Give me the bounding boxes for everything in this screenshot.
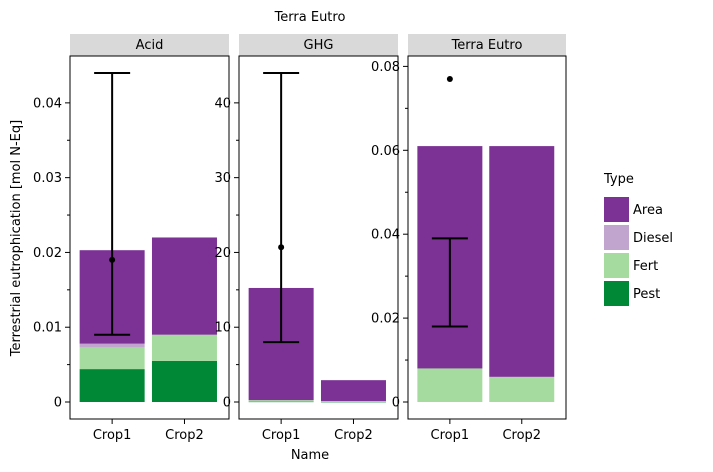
legend-label-fert: Fert bbox=[633, 259, 658, 274]
panel-ghg: GHG Crop1 Crop2 0 10 20 30 40 bbox=[214, 34, 399, 443]
legend: Type Area Diesel Fert Pest bbox=[603, 172, 673, 306]
panel-border bbox=[407, 55, 567, 420]
chart-title: Terra Eutro bbox=[274, 10, 346, 25]
mean-point bbox=[278, 244, 285, 251]
y-tick-label: 20 bbox=[214, 246, 231, 261]
legend-swatch-diesel bbox=[604, 225, 629, 250]
bar-segment-fert-crop1 bbox=[79, 347, 145, 370]
y-tick-label: 0 bbox=[223, 396, 231, 411]
x-tick-label: Crop2 bbox=[334, 428, 373, 443]
bar-segment-area-crop2 bbox=[151, 237, 217, 335]
bar-segment-fert-crop2 bbox=[151, 334, 217, 361]
outlier-point bbox=[446, 75, 453, 82]
y-axis-label: Terrestrial eutrophication [mol N-Eq] bbox=[9, 120, 24, 357]
y-tick-label: 0.04 bbox=[33, 96, 62, 111]
x-tick-label: Crop2 bbox=[502, 428, 541, 443]
y-tick-label: 0.04 bbox=[371, 228, 400, 243]
y-tick-label: 0 bbox=[392, 396, 400, 411]
facet-strip bbox=[70, 34, 229, 56]
facet-strip-label: GHG bbox=[304, 38, 334, 53]
x-tick-label: Crop2 bbox=[165, 428, 204, 443]
y-tick-label: 10 bbox=[214, 321, 231, 336]
legend-label-diesel: Diesel bbox=[633, 231, 673, 246]
legend-label-area: Area bbox=[633, 203, 663, 218]
facet-strip bbox=[408, 34, 566, 56]
legend-swatch-pest bbox=[604, 281, 629, 306]
legend-swatch-fert bbox=[604, 253, 629, 278]
bar-segment-pest-crop2 bbox=[320, 401, 386, 403]
y-tick-label: 0.06 bbox=[371, 144, 400, 159]
y-tick-label: 0.03 bbox=[33, 171, 62, 186]
facet-strip bbox=[239, 34, 398, 56]
mean-point bbox=[109, 256, 116, 263]
legend-title: Type bbox=[603, 172, 634, 187]
panel-acid: Acid Crop1 Crop2 0 0.01 0.02 0.03 0.04 bbox=[33, 34, 230, 443]
legend-label-pest: Pest bbox=[633, 287, 660, 302]
bar-segment-pest-crop1 bbox=[248, 401, 314, 403]
bar-segment-fert-crop1 bbox=[417, 368, 483, 402]
panel-terra-eutro: Terra Eutro Crop1 Crop2 0 0.02 0.04 0.06 0.08 bbox=[371, 34, 567, 443]
error-bar bbox=[263, 71, 300, 344]
bar-segment-fert-crop2 bbox=[489, 376, 555, 402]
x-tick-label: Crop1 bbox=[262, 428, 301, 443]
facet-strip-label: Terra Eutro bbox=[451, 38, 523, 53]
bar-segment-area-crop2 bbox=[320, 380, 386, 402]
y-tick-label: 0.02 bbox=[33, 246, 62, 261]
x-tick-label: Crop1 bbox=[93, 428, 132, 443]
error-bar bbox=[94, 71, 131, 336]
facet-strip-label: Acid bbox=[136, 38, 164, 53]
error-bar bbox=[431, 237, 468, 328]
bar-segment-area-crop2 bbox=[489, 146, 555, 377]
legend-swatch-area bbox=[604, 197, 629, 222]
bar-segment-pest-crop2 bbox=[151, 360, 217, 402]
bar-segment-diesel-crop1 bbox=[79, 343, 145, 348]
bar-segment-pest-crop1 bbox=[79, 369, 145, 402]
y-tick-label: 0.01 bbox=[33, 321, 62, 336]
y-tick-label: 0 bbox=[54, 396, 62, 411]
x-axis-label: Name bbox=[291, 448, 329, 463]
y-tick-label: 0.02 bbox=[371, 312, 400, 327]
y-tick-label: 0.08 bbox=[371, 60, 400, 75]
panel-border bbox=[238, 55, 399, 420]
y-tick-label: 40 bbox=[214, 96, 231, 111]
y-tick-label: 30 bbox=[214, 171, 231, 186]
panels: Acid Crop1 Crop2 0 0.01 0.02 0.03 0.04 GHG Crop1 C… bbox=[33, 34, 567, 443]
panel-border bbox=[69, 55, 230, 420]
x-tick-label: Crop1 bbox=[431, 428, 470, 443]
bar-segment-fert-crop1 bbox=[248, 400, 314, 402]
bar-segment-fert-crop2 bbox=[320, 401, 386, 402]
